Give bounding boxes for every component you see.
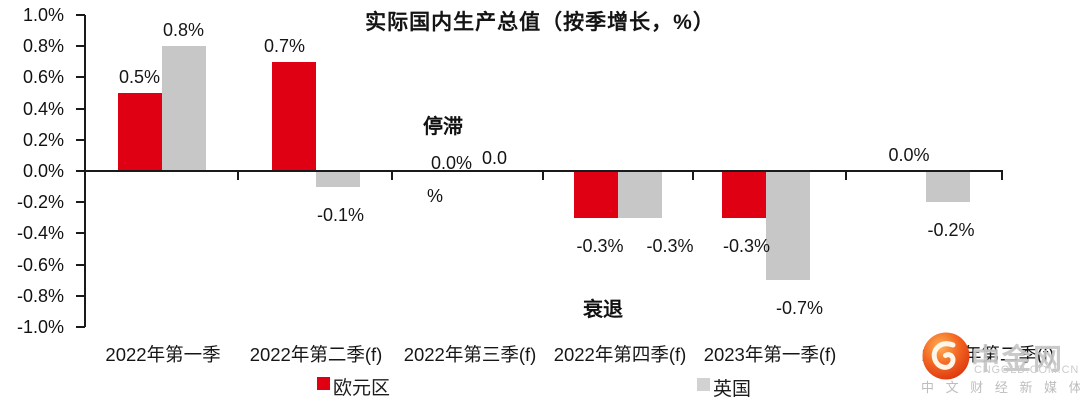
legend-swatch-uk xyxy=(697,378,710,391)
bar-value-label-eurozone-3: 0.0% xyxy=(430,153,473,173)
y-tick-label: -1.0% xyxy=(16,317,64,337)
y-tick-label: -0.6% xyxy=(16,254,64,275)
x-category-label-4: 2022年第四季(f) xyxy=(553,344,687,365)
annotation-stagnation: 停滞 xyxy=(423,116,463,138)
bar-value-label-uk-1: 0.8% xyxy=(162,20,205,41)
y-tick-label: -0.4% xyxy=(16,223,64,244)
y-tick-label: 0.8% xyxy=(22,36,64,57)
bar-value-label-uk-2: -0.1% xyxy=(316,204,365,225)
legend-label-uk: 英国 xyxy=(713,379,752,400)
bar-uk-1 xyxy=(161,46,206,171)
watermark-brand-text: 中金网 xyxy=(971,344,1065,376)
y-tick-label: -0.8% xyxy=(16,285,64,306)
y-tick-label: 0.6% xyxy=(22,67,64,88)
bar-value-label-eurozone-4: -0.3% xyxy=(576,235,624,256)
y-tick-label: -0.2% xyxy=(16,192,64,213)
annotation-uk-q3-value-line2: % xyxy=(427,186,444,206)
y-tick-mark xyxy=(76,76,85,79)
bar-value-label-uk-6: -0.2% xyxy=(927,220,975,241)
bar-eurozone-5 xyxy=(721,171,766,218)
y-tick-mark xyxy=(76,326,85,328)
y-tick-label: 1.0% xyxy=(22,5,64,25)
chart-title: 实际国内生产总值（按季增长，%） xyxy=(365,11,715,34)
y-tick-mark xyxy=(76,170,85,172)
annotation-uk-q3-value-line1: 0.0 xyxy=(482,148,508,168)
bar-value-label-eurozone-2: 0.7% xyxy=(263,35,306,56)
x-axis-zero-line xyxy=(84,170,1003,172)
x-category-label-2: 2022年第二季(f) xyxy=(249,344,383,365)
y-tick-mark xyxy=(76,263,85,266)
legend-label-eurozone: 欧元区 xyxy=(333,378,391,399)
bar-value-label-eurozone-1: 0.5% xyxy=(118,67,161,87)
bar-value-label-uk-5: -0.7% xyxy=(775,298,824,319)
x-tick-mark xyxy=(1001,172,1003,180)
annotation-recession: 衰退 xyxy=(583,299,623,321)
y-tick-mark xyxy=(76,201,85,204)
x-tick-mark xyxy=(391,172,393,180)
cngold-logo-icon xyxy=(922,332,970,380)
x-category-label-5: 2023年第一季(f) xyxy=(703,344,837,365)
y-tick-mark xyxy=(76,45,85,48)
bar-uk-2 xyxy=(315,171,360,187)
bar-value-label-eurozone-5: -0.3% xyxy=(722,235,771,256)
bar-eurozone-2 xyxy=(271,61,316,171)
legend-item-eurozone: 欧元区 xyxy=(317,373,390,400)
y-tick-mark xyxy=(76,14,85,16)
bar-value-label-uk-4: -0.3% xyxy=(646,235,694,256)
x-tick-mark xyxy=(845,172,847,180)
legend-item-uk: 英国 xyxy=(697,374,751,401)
x-tick-mark xyxy=(692,172,694,180)
legend-swatch-eurozone xyxy=(317,377,330,390)
y-tick-label: 0.2% xyxy=(22,129,64,150)
bar-eurozone-1 xyxy=(117,93,162,171)
bar-uk-5 xyxy=(765,171,810,281)
x-tick-mark xyxy=(237,172,239,180)
bar-value-label-eurozone-6: 0.0% xyxy=(888,145,930,165)
x-tick-mark xyxy=(542,172,544,180)
x-category-label-1: 2022年第一季 xyxy=(105,344,221,365)
bar-uk-4 xyxy=(618,171,662,218)
watermark-domain-text: CNGOLD.COM.CN xyxy=(974,364,1080,376)
y-tick-label: 0.0% xyxy=(22,161,64,181)
y-tick-mark xyxy=(76,138,85,141)
y-tick-mark xyxy=(76,107,85,110)
watermark-tagline-text: 中 文 财 经 新 媒 体 xyxy=(921,380,1080,395)
y-tick-mark xyxy=(76,294,85,297)
x-category-label-3: 2022年第三季(f) xyxy=(403,344,537,365)
bar-eurozone-4 xyxy=(574,171,618,218)
y-tick-mark xyxy=(76,232,85,235)
bar-uk-6 xyxy=(926,171,970,203)
y-tick-label: 0.4% xyxy=(22,98,64,119)
